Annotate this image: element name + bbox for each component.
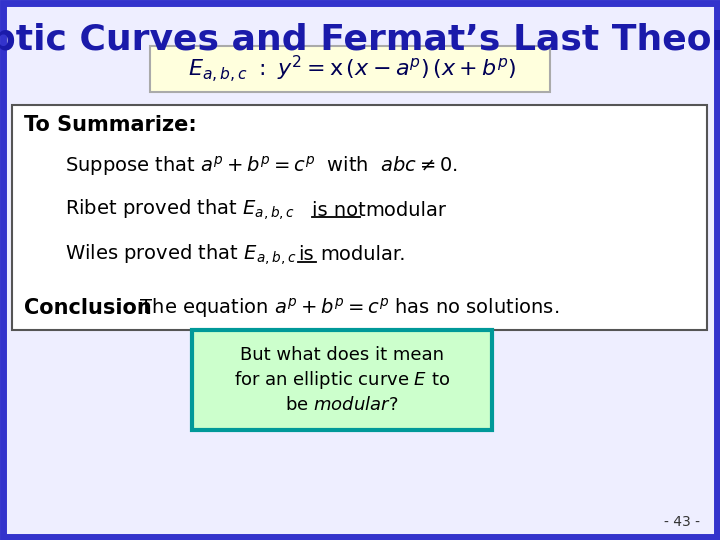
Text: Elliptic Curves and Fermat’s Last Theorem: Elliptic Curves and Fermat’s Last Theore…	[0, 23, 720, 57]
FancyBboxPatch shape	[150, 46, 550, 92]
FancyBboxPatch shape	[192, 330, 492, 430]
Text: To Summarize:: To Summarize:	[24, 115, 197, 135]
Text: - 43 -: - 43 -	[664, 515, 700, 529]
FancyBboxPatch shape	[3, 3, 717, 537]
Text: $E_{a,b,c}\ :\ y^2 = \mathrm{x}\,(x - a^p)\,(x + b^p)$: $E_{a,b,c}\ :\ y^2 = \mathrm{x}\,(x - a^…	[188, 53, 516, 85]
Text: be $\mathit{modular}$?: be $\mathit{modular}$?	[285, 396, 399, 414]
FancyBboxPatch shape	[12, 105, 707, 330]
Text: : The equation $a^p + b^p = c^p$ has no solutions.: : The equation $a^p + b^p = c^p$ has no …	[127, 296, 559, 320]
Text: Wiles proved that $E_{a,b,c}$: Wiles proved that $E_{a,b,c}$	[65, 242, 297, 267]
Text: is: is	[298, 246, 314, 265]
Text: Conclusion: Conclusion	[24, 298, 152, 318]
Text: modular.: modular.	[320, 246, 405, 265]
Text: is not: is not	[312, 200, 366, 219]
Text: Ribet proved that $E_{a,b,c}$: Ribet proved that $E_{a,b,c}$	[65, 198, 296, 222]
Text: for an elliptic curve $\mathit{E}$ to: for an elliptic curve $\mathit{E}$ to	[234, 369, 450, 391]
Text: Suppose that $a^p + b^p = c^p$  with  $\mathit{abc} \neq 0$.: Suppose that $a^p + b^p = c^p$ with $\ma…	[65, 154, 458, 178]
Text: modular: modular	[365, 200, 446, 219]
Text: But what does it mean: But what does it mean	[240, 346, 444, 364]
